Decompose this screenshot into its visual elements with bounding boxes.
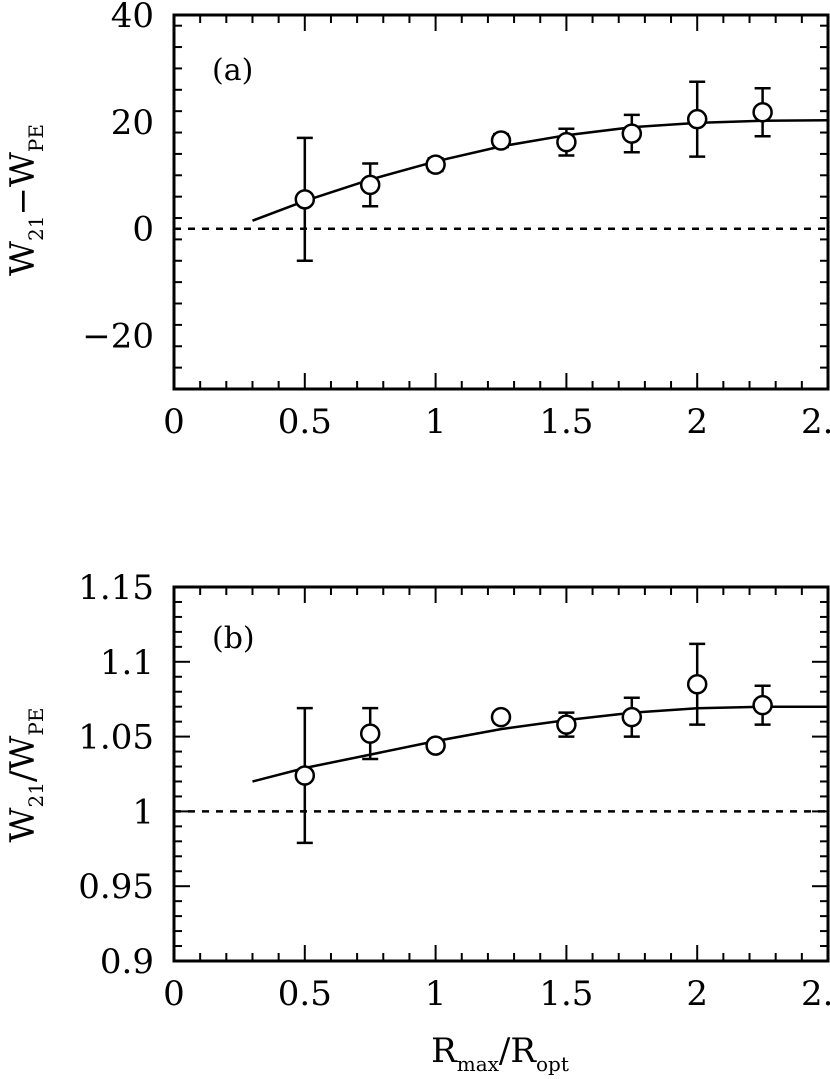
- data-marker: [294, 189, 316, 210]
- ticks-b: [173, 586, 829, 962]
- y-tick-label: 0.9: [100, 942, 154, 982]
- data-marker: [621, 123, 643, 144]
- data-marker: [752, 694, 773, 716]
- data-point: [752, 684, 773, 726]
- data-marker: [621, 706, 643, 728]
- fit-curve-b: [252, 705, 828, 783]
- x-axis-label-b-sep: /R: [499, 1031, 537, 1071]
- x-axis-label-b-main: R: [431, 1031, 458, 1071]
- y-axis-label-b-sub2: PE: [24, 708, 48, 736]
- x-axis-label-b-sub2: opt: [536, 1052, 569, 1076]
- data-marker: [490, 130, 512, 151]
- data-point: [425, 735, 446, 756]
- x-tick-labels-b: 0 0.5 1 1.5 2 2.5: [163, 974, 830, 1014]
- data-marker: [425, 154, 446, 175]
- x-tick-label: 1: [425, 402, 447, 442]
- x-tick-label: 2.5: [801, 402, 830, 442]
- data-marker: [359, 723, 381, 744]
- data-marker: [359, 174, 381, 196]
- x-tick-label: 1: [425, 974, 447, 1014]
- y-tick-label: 1: [132, 792, 154, 832]
- y-axis-label-b: W21/WPE: [3, 708, 48, 843]
- y-tick-label: 1.15: [78, 568, 154, 608]
- data-points-a: [294, 80, 773, 263]
- panel-label-a: (a): [212, 53, 253, 88]
- data-point: [359, 162, 381, 208]
- data-point: [621, 113, 643, 154]
- data-marker: [490, 706, 512, 728]
- y-axis-label-a-sub2: PE: [24, 124, 48, 152]
- data-point: [490, 706, 512, 728]
- data-marker: [556, 714, 577, 735]
- x-tick-label: 0.5: [278, 402, 332, 442]
- y-tick-labels-a: −20 0 20 40: [82, 0, 154, 357]
- data-marker: [686, 673, 708, 695]
- data-point: [359, 706, 381, 761]
- data-marker: [556, 131, 577, 153]
- y-axis-label-a: W21−WPE: [3, 124, 48, 276]
- y-tick-label: 0.95: [78, 867, 154, 907]
- data-point: [490, 130, 512, 151]
- x-tick-label: 0: [163, 974, 185, 1014]
- x-axis-label-b: Rmax/Ropt: [431, 1031, 569, 1076]
- x-tick-label: 2.5: [801, 974, 830, 1014]
- data-marker: [686, 108, 708, 130]
- panel-label-b: (b): [212, 621, 255, 656]
- x-tick-labels-a: 0 0.5 1 1.5 2 2.5: [163, 402, 830, 442]
- x-tick-label: 1.5: [539, 974, 593, 1014]
- data-point: [425, 154, 446, 175]
- y-tick-label: 40: [111, 0, 154, 36]
- y-tick-label: 1.1: [100, 643, 154, 683]
- data-point: [686, 80, 708, 158]
- data-point: [294, 706, 316, 845]
- y-axis-label-b-sub1: 21: [24, 782, 48, 807]
- data-point: [556, 711, 577, 738]
- x-tick-label: 0.5: [278, 974, 332, 1014]
- ticks-a: [173, 15, 829, 390]
- y-axis-label-a-sub1: 21: [24, 216, 48, 241]
- y-axis-label-b-main: W: [3, 807, 43, 842]
- x-tick-label: 0: [163, 402, 185, 442]
- panel-b: 0 0.5 1 1.5 2 2.5 0.9 0.95 1 1.05 1.1 1.15 (b) W21…: [3, 568, 830, 1076]
- data-points-b: [294, 642, 773, 845]
- x-axis-label-b-sub1: max: [457, 1052, 500, 1076]
- x-tick-label: 2: [686, 974, 708, 1014]
- y-axis-label-a-main: W: [3, 241, 43, 276]
- x-tick-label: 2: [686, 402, 708, 442]
- data-point: [294, 136, 316, 263]
- y-tick-label: 20: [111, 103, 154, 143]
- plot-frame-a: [172, 13, 830, 391]
- plot-frame-b: [172, 585, 830, 963]
- data-point: [556, 127, 577, 157]
- y-tick-labels-b: 0.9 0.95 1 1.05 1.1 1.15: [78, 568, 154, 982]
- y-axis-label-a-sep: −W: [3, 152, 43, 215]
- panel-a: 0 0.5 1 1.5 2 2.5 −20 0 20 40 (a) W21−WPE: [3, 0, 830, 442]
- data-marker: [752, 101, 773, 123]
- y-tick-label: 0: [132, 210, 154, 250]
- y-tick-label: 1.05: [78, 718, 154, 758]
- fit-curve: [252, 119, 829, 222]
- data-marker: [425, 735, 446, 756]
- data-point: [686, 642, 708, 726]
- data-point: [621, 696, 643, 738]
- x-tick-label: 1.5: [539, 402, 593, 442]
- data-marker: [294, 765, 316, 786]
- fit-curve-a: [252, 119, 829, 222]
- y-axis-label-b-sep: /W: [3, 736, 43, 782]
- data-point: [752, 86, 773, 138]
- y-tick-label: −20: [82, 317, 154, 357]
- fit-curve: [252, 705, 828, 783]
